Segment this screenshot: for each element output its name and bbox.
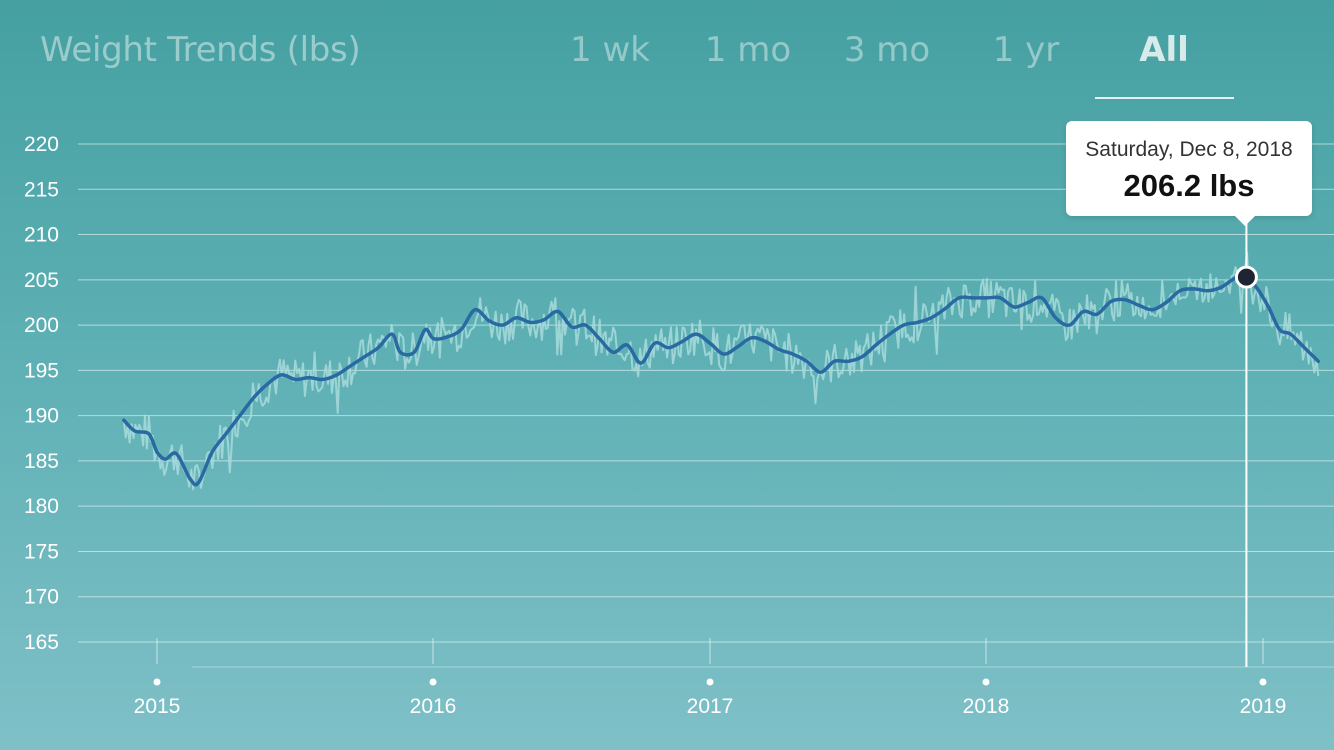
y-axis-tick-labels: 165 170 175 180 185 190 195 200 205 210 215 220 (24, 133, 59, 654)
y-tick-label: 195 (24, 359, 59, 382)
x-tick-label: 2016 (410, 695, 457, 718)
tab-3-months[interactable]: 3 mo (843, 30, 931, 70)
x-axis-tick-labels: 2015 2016 2017 2018 2019 (134, 638, 1287, 718)
chart-title: Weight Trends (lbs) (40, 30, 361, 70)
selection-cursor (1234, 213, 1258, 667)
x-tick-dot (982, 678, 990, 686)
active-tab-indicator (1095, 97, 1234, 99)
tab-all[interactable]: All (1139, 30, 1189, 70)
value-tooltip: Saturday, Dec 8, 2018 206.2 lbs (1066, 121, 1312, 226)
y-tick-label: 210 (24, 224, 59, 247)
trend-line (122, 274, 1321, 487)
x-tick-dot (429, 678, 437, 686)
y-tick-label: 200 (24, 314, 59, 337)
raw-weight-line (122, 251, 1320, 491)
x-tick-label: 2015 (134, 695, 181, 718)
tab-1-week[interactable]: 1 wk (570, 30, 650, 70)
y-tick-label: 180 (24, 495, 59, 518)
x-tick-label: 2019 (1240, 695, 1287, 718)
x-tick-dot (1259, 678, 1267, 686)
y-tick-label: 175 (24, 540, 59, 563)
raw-weight-series (122, 251, 1320, 491)
y-tick-label: 205 (24, 269, 59, 292)
y-tick-label: 165 (24, 631, 59, 654)
y-tick-label: 190 (24, 405, 59, 428)
tab-1-month[interactable]: 1 mo (704, 30, 792, 70)
trend-series (122, 274, 1321, 487)
tooltip-value: 206.2 lbs (1123, 168, 1255, 203)
y-tick-label: 215 (24, 178, 59, 201)
y-tick-label: 220 (24, 133, 59, 156)
tab-1-year[interactable]: 1 yr (992, 30, 1060, 70)
x-tick-label: 2017 (687, 695, 734, 718)
selected-point-marker[interactable] (1234, 265, 1258, 289)
tooltip-date: Saturday, Dec 8, 2018 (1085, 138, 1293, 161)
y-tick-label: 170 (24, 586, 59, 609)
x-tick-dot (153, 678, 161, 686)
x-tick-dot (706, 678, 714, 686)
y-tick-label: 185 (24, 450, 59, 473)
x-tick-label: 2018 (963, 695, 1010, 718)
grid-lines (78, 143, 1334, 668)
